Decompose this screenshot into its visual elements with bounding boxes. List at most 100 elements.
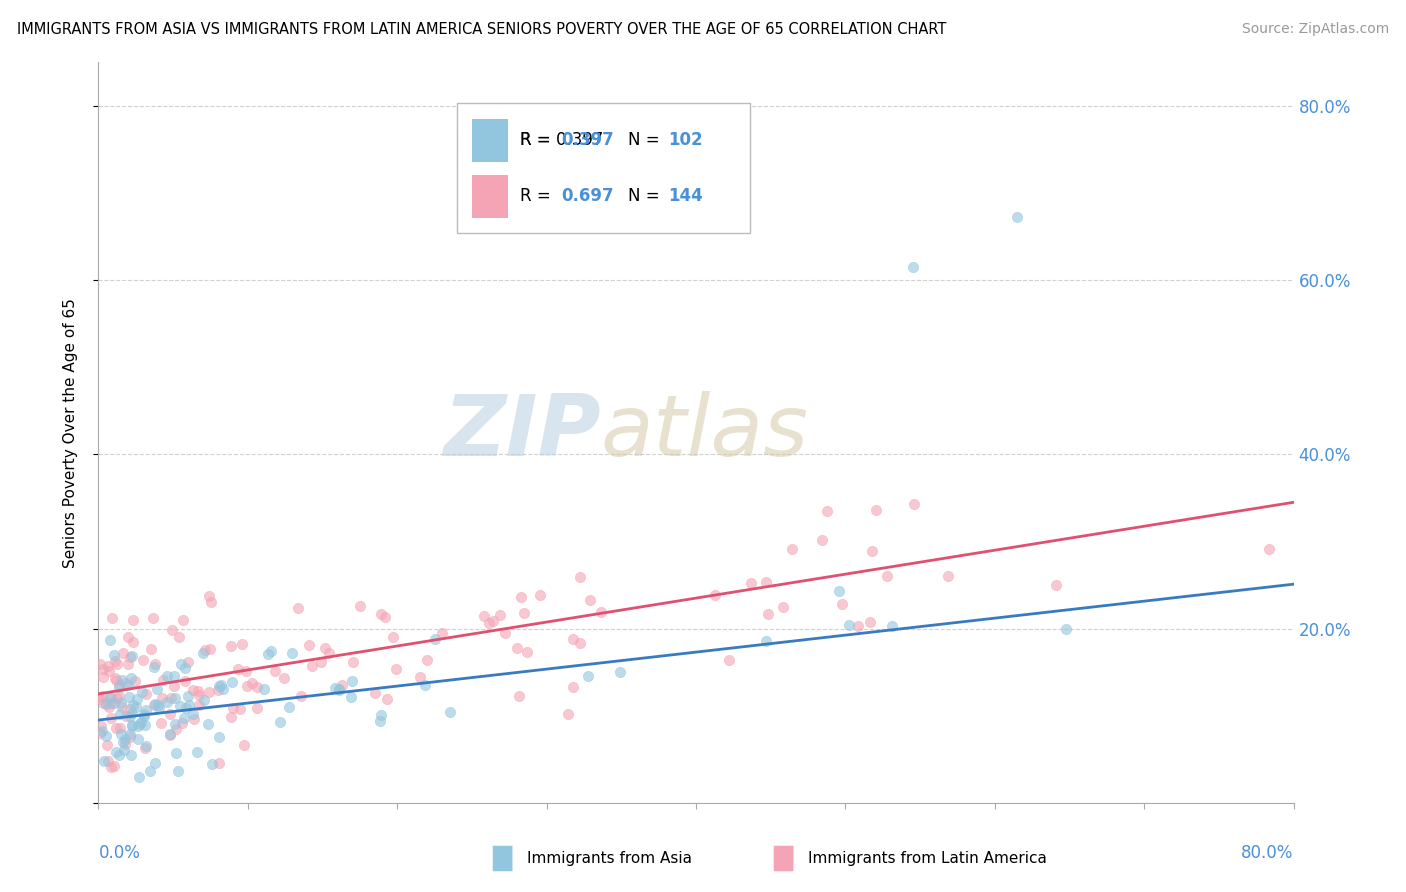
Point: [118, 702, 141, 716]
Point: [117, 657, 139, 671]
Point: [100, 711, 122, 725]
Point: [134, 718, 156, 732]
Point: [208, 679, 231, 693]
Text: R =: R =: [520, 186, 557, 204]
Point: [589, 605, 612, 619]
Point: [135, 703, 157, 717]
Point: [91, 662, 114, 676]
Point: [409, 670, 432, 684]
Point: [165, 746, 187, 760]
Point: [128, 770, 150, 784]
Point: [91, 696, 114, 710]
Point: [167, 630, 190, 644]
Point: [314, 640, 336, 655]
Point: [170, 657, 193, 671]
Text: IMMIGRANTS FROM ASIA VS IMMIGRANTS FROM LATIN AMERICA SENIORS POVERTY OVER THE A: IMMIGRANTS FROM ASIA VS IMMIGRANTS FROM …: [17, 22, 946, 37]
Point: [228, 662, 250, 676]
Point: [1005, 211, 1028, 225]
Point: [97, 659, 120, 673]
Point: [91, 670, 114, 684]
Point: [118, 690, 141, 704]
Text: atlas: atlas: [600, 391, 808, 475]
Point: [127, 719, 149, 733]
Point: [89, 692, 111, 706]
Point: [859, 615, 882, 629]
Point: [169, 698, 191, 713]
Point: [374, 610, 396, 624]
Text: N =: N =: [628, 131, 665, 149]
Point: [568, 636, 591, 650]
Point: [221, 675, 243, 690]
Point: [755, 634, 778, 648]
Point: [240, 676, 263, 690]
Point: [105, 691, 128, 706]
Point: [364, 686, 387, 700]
Point: [494, 625, 516, 640]
Point: [828, 584, 851, 599]
Point: [815, 503, 838, 517]
Point: [163, 717, 186, 731]
Point: [156, 669, 179, 683]
Point: [142, 611, 165, 625]
Point: [125, 691, 148, 706]
FancyBboxPatch shape: [457, 103, 749, 233]
Point: [848, 619, 870, 633]
Point: [162, 624, 184, 638]
Text: Source: ZipAtlas.com: Source: ZipAtlas.com: [1241, 22, 1389, 37]
Text: ZIP: ZIP: [443, 391, 600, 475]
Point: [97, 700, 120, 714]
Point: [177, 698, 200, 713]
Point: [132, 706, 155, 721]
Point: [339, 690, 361, 705]
Point: [165, 691, 187, 706]
Point: [174, 701, 197, 715]
Point: [298, 639, 321, 653]
Point: [510, 590, 533, 604]
Point: [114, 732, 136, 747]
Point: [118, 649, 141, 664]
Point: [838, 618, 860, 632]
Point: [309, 655, 332, 669]
Point: [125, 700, 148, 714]
Point: [301, 659, 323, 673]
Point: [112, 735, 135, 749]
Point: [152, 673, 174, 688]
Point: [903, 497, 925, 511]
Point: [107, 747, 129, 762]
Point: [188, 698, 211, 713]
Point: [810, 533, 832, 547]
Point: [110, 727, 132, 741]
Point: [183, 713, 205, 727]
Text: 0.697: 0.697: [561, 186, 613, 204]
Point: [772, 600, 794, 615]
Point: [273, 671, 295, 685]
Point: [150, 690, 173, 705]
Point: [508, 689, 530, 703]
Point: [609, 665, 631, 679]
Point: [340, 674, 363, 689]
Point: [146, 698, 169, 712]
Point: [100, 696, 122, 710]
Point: [97, 754, 120, 768]
Point: [529, 587, 551, 601]
Point: [114, 737, 136, 751]
Point: [103, 671, 125, 685]
Point: [108, 706, 131, 721]
Point: [100, 760, 122, 774]
FancyBboxPatch shape: [472, 120, 509, 162]
Point: [330, 678, 353, 692]
Point: [187, 683, 209, 698]
Point: [187, 689, 209, 703]
Point: [718, 653, 741, 667]
Point: [121, 706, 143, 720]
Point: [342, 655, 364, 669]
Point: [780, 542, 803, 557]
Point: [165, 722, 187, 736]
Point: [880, 618, 903, 632]
Point: [1258, 541, 1281, 556]
Point: [318, 646, 340, 660]
Point: [290, 689, 312, 703]
Point: [194, 642, 217, 657]
Point: [101, 611, 124, 625]
Point: [146, 681, 169, 696]
